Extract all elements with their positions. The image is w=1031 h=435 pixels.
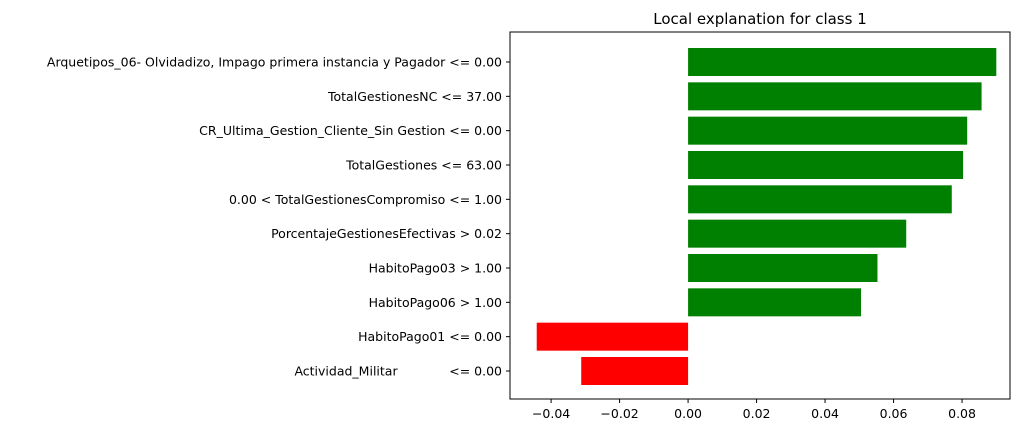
x-tick-label: 0.00	[674, 406, 702, 421]
category-label: Actividad_Militar <= 0.00	[294, 364, 502, 379]
bars-group	[536, 48, 997, 385]
bar-2	[688, 82, 982, 111]
x-tick-label: −0.04	[532, 406, 570, 421]
category-label: TotalGestionesNC <= 37.00	[327, 89, 502, 104]
x-tick-label: 0.08	[948, 406, 976, 421]
x-tick-label: 0.04	[811, 406, 839, 421]
bar-1	[688, 48, 997, 76]
bar-3	[688, 116, 968, 145]
category-labels-group: Arquetipos_06- Olvidadizo, Impago primer…	[47, 55, 510, 379]
category-label: HabitoPago03 > 1.00	[369, 261, 502, 276]
bar-7	[688, 254, 878, 282]
category-label: 0.00 < TotalGestionesCompromiso <= 1.00	[229, 192, 502, 207]
chart-title: Local explanation for class 1	[653, 10, 867, 28]
x-tick-label: −0.02	[600, 406, 638, 421]
category-label: CR_Ultima_Gestion_Cliente_Sin Gestion <=…	[199, 123, 502, 138]
bar-9	[536, 322, 689, 351]
bar-10	[581, 357, 689, 385]
x-ticks-group: −0.04 −0.02 0.00 0.02 0.04 0.06 0.08	[532, 399, 976, 421]
plot-frame	[509, 31, 1011, 400]
bar-5	[688, 185, 952, 214]
x-tick-label: 0.02	[743, 406, 771, 421]
category-label: HabitoPago06 > 1.00	[369, 295, 502, 310]
bar-6	[688, 219, 907, 248]
bar-8	[688, 288, 862, 317]
category-label: PorcentajeGestionesEfectivas > 0.02	[271, 226, 502, 241]
x-tick-label: 0.06	[880, 406, 908, 421]
category-label: TotalGestiones <= 63.00	[345, 158, 502, 173]
category-label: Arquetipos_06- Olvidadizo, Impago primer…	[47, 55, 502, 70]
bar-4	[688, 151, 964, 179]
category-label: HabitoPago01 <= 0.00	[358, 329, 502, 344]
